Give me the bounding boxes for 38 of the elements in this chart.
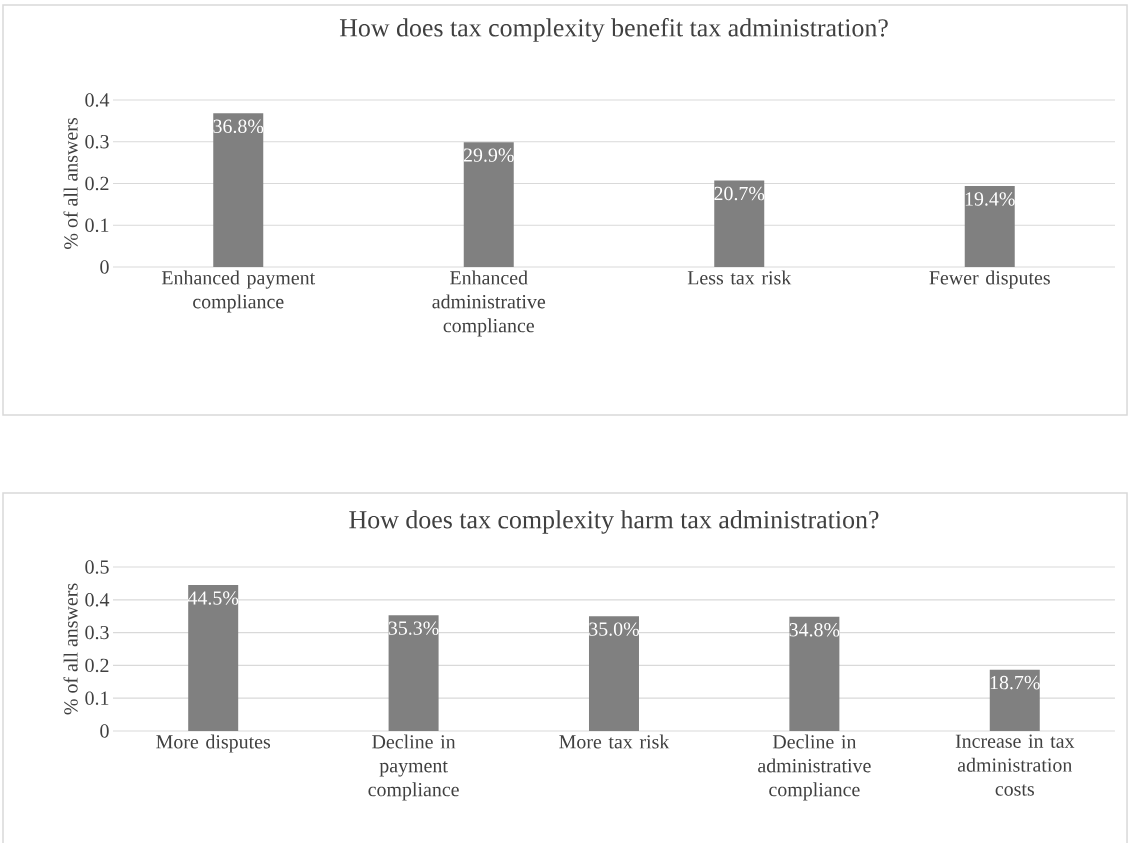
bar bbox=[789, 616, 840, 731]
y-tick-label: 0.5 bbox=[85, 560, 109, 574]
data-label: 34.8% bbox=[789, 623, 840, 637]
y-axis-title: % of all answers bbox=[63, 583, 78, 715]
bar bbox=[388, 615, 439, 731]
data-label: 18.7% bbox=[990, 675, 1040, 690]
y-tick-label: 0.2 bbox=[85, 658, 109, 673]
data-label: 29.9% bbox=[463, 148, 514, 162]
data-label: 19.4% bbox=[965, 192, 1015, 206]
y-axis-title: % of all answers bbox=[63, 118, 78, 249]
y-tick-label: 0.1 bbox=[85, 691, 109, 705]
x-tick-label: Decline in administrative compliance bbox=[758, 734, 871, 801]
bar bbox=[463, 142, 514, 267]
y-tick-label: 0 bbox=[100, 260, 109, 274]
bar bbox=[588, 616, 639, 731]
y-tick-label: 0 bbox=[100, 724, 109, 738]
y-tick-label: 0.3 bbox=[85, 134, 109, 149]
y-tick-label: 0.4 bbox=[85, 593, 110, 607]
x-tick-label: Enhanced payment compliance bbox=[161, 270, 316, 313]
chart-title: How does tax complexity harm tax administration? bbox=[349, 510, 879, 534]
y-tick-label: 0.1 bbox=[85, 218, 109, 233]
x-tick-label: Decline in payment compliance bbox=[368, 734, 459, 801]
data-label: 35.0% bbox=[589, 622, 640, 636]
bar bbox=[213, 113, 264, 267]
y-tick-label: 0.4 bbox=[85, 93, 110, 107]
bar bbox=[188, 585, 239, 731]
x-tick-label: More tax risk bbox=[559, 734, 670, 749]
y-tick-label: 0.2 bbox=[85, 176, 109, 191]
chart-title: How does tax complexity benefit tax administration? bbox=[339, 18, 888, 42]
x-tick-label: Enhanced administrative compliance bbox=[432, 270, 546, 337]
y-tick-label: 0.3 bbox=[85, 625, 109, 640]
x-tick-label: Less tax risk bbox=[687, 270, 792, 285]
x-tick-label: Fewer disputes bbox=[929, 270, 1050, 289]
bar bbox=[989, 669, 1040, 731]
bar bbox=[964, 186, 1015, 267]
bar bbox=[714, 180, 765, 267]
x-tick-label: More disputes bbox=[156, 734, 271, 753]
x-tick-label: Increase in tax administration costs bbox=[955, 734, 1075, 796]
